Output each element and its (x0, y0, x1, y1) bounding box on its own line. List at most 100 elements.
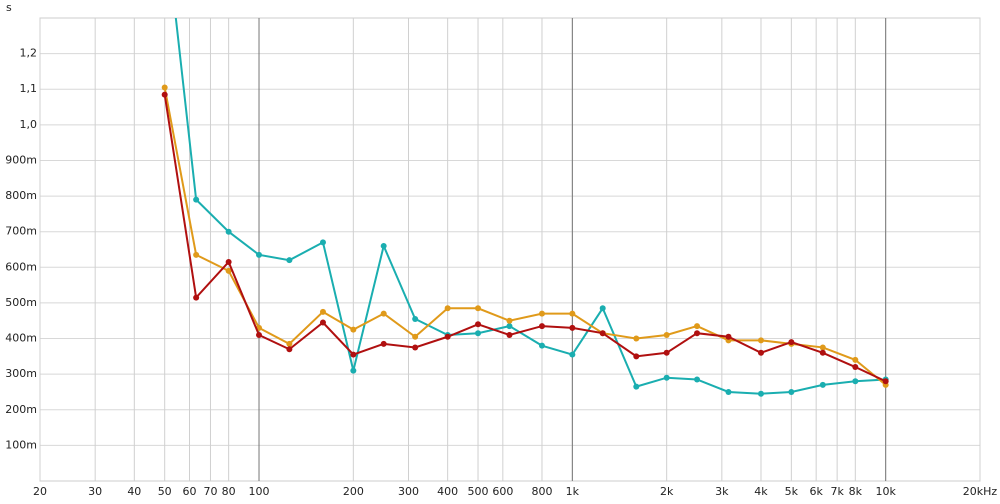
data-point (286, 257, 293, 264)
data-point (633, 335, 640, 342)
x-tick-label: 600 (492, 485, 513, 498)
x-tick-label: 7k (830, 485, 844, 498)
data-point (256, 331, 263, 338)
data-point (819, 381, 826, 388)
x-tick-label: 20 (33, 485, 47, 498)
data-point (286, 340, 293, 347)
data-point (350, 351, 357, 358)
data-point (788, 388, 795, 395)
x-tick-label: 1k (566, 485, 580, 498)
data-point (193, 196, 200, 203)
series-line (163, 87, 887, 386)
y-tick-label: 600m (5, 260, 37, 273)
data-point (819, 349, 826, 356)
data-point (256, 251, 263, 258)
data-point (788, 339, 795, 346)
data-point (757, 349, 764, 356)
data-point (663, 374, 670, 381)
x-tick-label: 300 (398, 485, 419, 498)
data-point (506, 323, 513, 330)
x-tick-label: 30 (88, 485, 102, 498)
data-point (225, 267, 232, 274)
data-point (538, 342, 545, 349)
data-point (633, 383, 640, 390)
x-tick-label: 500 (468, 485, 489, 498)
data-point (663, 349, 670, 356)
data-point (225, 258, 232, 265)
x-tick-label: 800 (531, 485, 552, 498)
data-point (852, 364, 859, 371)
data-point (757, 337, 764, 344)
x-tick-label: 20kHz (963, 485, 998, 498)
x-tick-label: 5k (785, 485, 799, 498)
data-point (475, 321, 482, 328)
data-point (475, 330, 482, 337)
x-tick-label: 70 (203, 485, 217, 498)
y-tick-label: 500m (5, 296, 37, 309)
x-tick-label: 100 (249, 485, 270, 498)
data-point (286, 346, 293, 353)
data-point (350, 326, 357, 333)
data-point (852, 378, 859, 385)
y-tick-label: 100m (5, 438, 37, 451)
data-point (506, 331, 513, 338)
data-point (569, 310, 576, 317)
x-tick-label: 4k (754, 485, 768, 498)
x-tick-label: 40 (127, 485, 141, 498)
x-tick-label: 10k (875, 485, 896, 498)
y-tick-label: 700m (5, 225, 37, 238)
data-point (882, 378, 889, 385)
data-point (319, 308, 326, 315)
x-tick-label: 3k (715, 485, 729, 498)
data-point (475, 305, 482, 312)
data-point (380, 340, 387, 347)
data-point (599, 305, 606, 312)
data-point (506, 317, 513, 324)
series-line (163, 94, 887, 383)
data-point (380, 242, 387, 249)
series-line (174, 18, 886, 395)
data-point (694, 323, 701, 330)
y-unit: s (6, 1, 12, 14)
y-tick-label: 900m (5, 153, 37, 166)
data-point (599, 330, 606, 337)
y-tick-label: 300m (5, 367, 37, 380)
data-point (350, 367, 357, 374)
data-point (852, 356, 859, 363)
x-tick-label: 50 (158, 485, 172, 498)
data-point (569, 351, 576, 358)
data-point (444, 333, 451, 340)
y-tick-label: 1,2 (20, 47, 38, 60)
data-point (193, 251, 200, 258)
y-tick-label: 1,1 (20, 82, 38, 95)
plot-area (39, 17, 981, 482)
x-tick-label: 2k (660, 485, 674, 498)
data-point (161, 91, 168, 98)
data-point (538, 310, 545, 317)
data-point (412, 315, 419, 322)
data-point (193, 294, 200, 301)
data-point (161, 84, 168, 91)
data-point (225, 228, 232, 235)
data-point (757, 390, 764, 397)
x-tick-label: 80 (222, 485, 236, 498)
y-tick-label: 800m (5, 189, 37, 202)
data-point (412, 333, 419, 340)
data-point (694, 330, 701, 337)
y-tick-label: 1,0 (20, 118, 38, 131)
data-point (663, 331, 670, 338)
data-point (633, 353, 640, 360)
data-point (819, 344, 826, 351)
data-point (380, 310, 387, 317)
data-point (412, 344, 419, 351)
data-point (319, 239, 326, 246)
y-tick-label: 400m (5, 332, 37, 345)
y-tick-label: 200m (5, 403, 37, 416)
data-point (725, 388, 732, 395)
x-tick-label: 6k (809, 485, 823, 498)
data-point (725, 333, 732, 340)
data-point (319, 319, 326, 326)
x-tick-label: 60 (182, 485, 196, 498)
data-point (569, 324, 576, 331)
